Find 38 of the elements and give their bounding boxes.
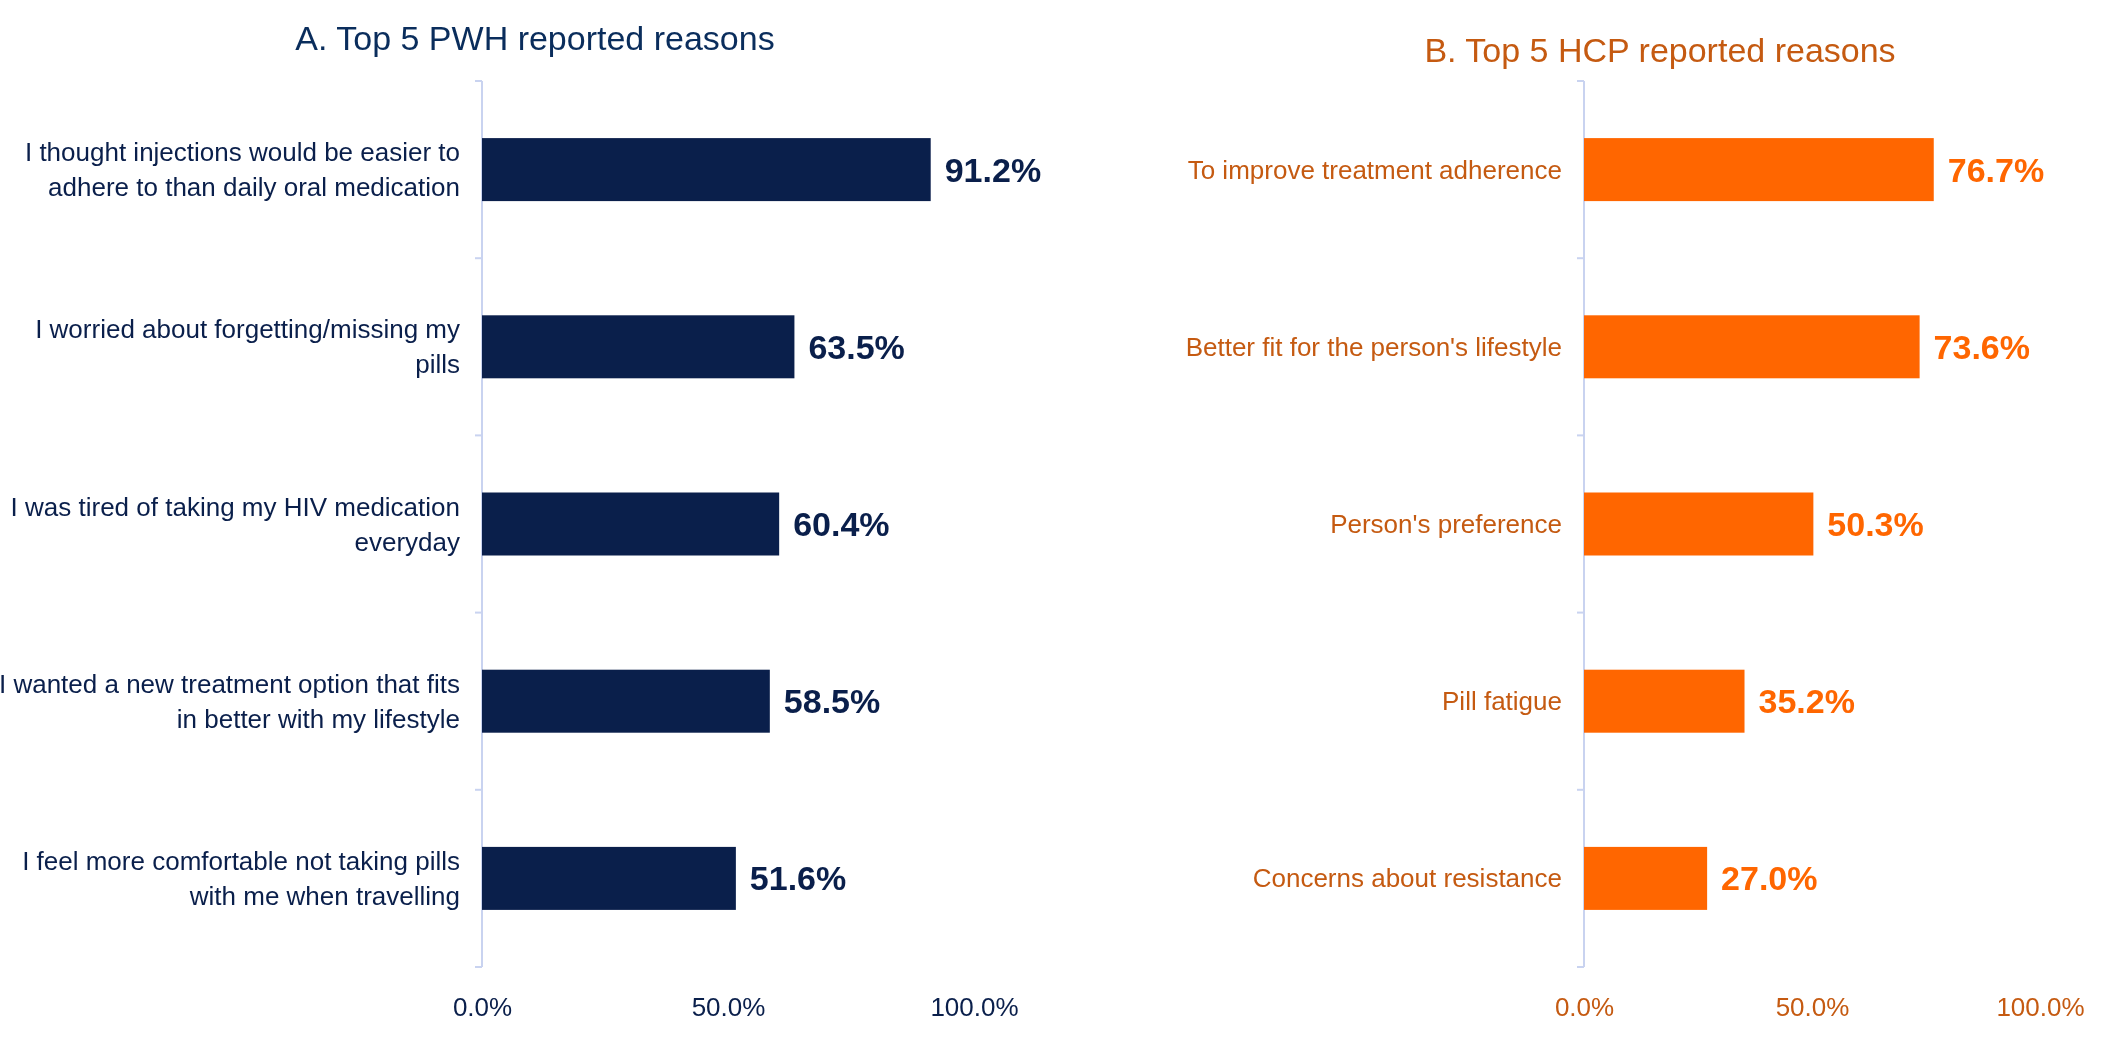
x-tick-label: 0.0%	[452, 992, 513, 1023]
chart-title: B. Top 5 HCP reported reasons	[1424, 31, 1896, 69]
y-tick-label: I was tired of taking my HIV medication everyday	[10, 491, 460, 557]
data-label: 60.4%	[793, 505, 890, 543]
bar	[1584, 315, 1920, 379]
x-tick-label: 0.0%	[1554, 992, 1615, 1023]
data-label: 76.7%	[1947, 150, 2045, 189]
y-tick-label: I thought injections would be easier to adhere to than daily oral medication	[24, 137, 460, 203]
data-label: 35.2%	[1758, 682, 1855, 721]
x-tick-label: 50.0%	[1775, 992, 1850, 1023]
x-tick-label: 100.0%	[930, 992, 1019, 1023]
data-label: 27.0%	[1721, 859, 1818, 898]
y-tick-label: I worried about forgetting/missing my pills	[35, 314, 460, 380]
data-label: 63.5%	[808, 327, 905, 366]
y-tick-label: Better fit for the person's lifestyle	[1185, 331, 1562, 362]
y-tick-label: I feel more comfortable not taking pills with me when travelling	[22, 845, 460, 911]
data-label: 73.6%	[1933, 327, 2031, 366]
bar	[482, 315, 795, 379]
y-tick-label: I wanted a new treatment option that fits in better with my lifestyle	[0, 668, 460, 734]
y-tick-label: Pill fatigue	[1442, 686, 1562, 717]
bar	[482, 846, 736, 910]
y-tick-label: Concerns about resistance	[1252, 863, 1562, 894]
data-label: 50.3%	[1827, 505, 1924, 543]
bar	[1584, 669, 1745, 733]
x-tick-label: 50.0%	[691, 992, 766, 1023]
data-label: 91.2%	[944, 150, 1042, 189]
chart-title: A. Top 5 PWH reported reasons	[295, 19, 775, 57]
bar	[482, 492, 780, 556]
bar	[1584, 138, 1934, 202]
data-label: 58.5%	[783, 682, 881, 721]
bar	[482, 669, 770, 733]
y-tick-label: To improve treatment adherence	[1187, 154, 1562, 185]
y-tick-label: Person's preference	[1330, 509, 1562, 539]
bar	[482, 138, 931, 202]
x-tick-label: 100.0%	[1996, 992, 2085, 1023]
data-label: 51.6%	[749, 859, 847, 898]
bar	[1584, 846, 1708, 910]
bar	[1584, 492, 1814, 556]
